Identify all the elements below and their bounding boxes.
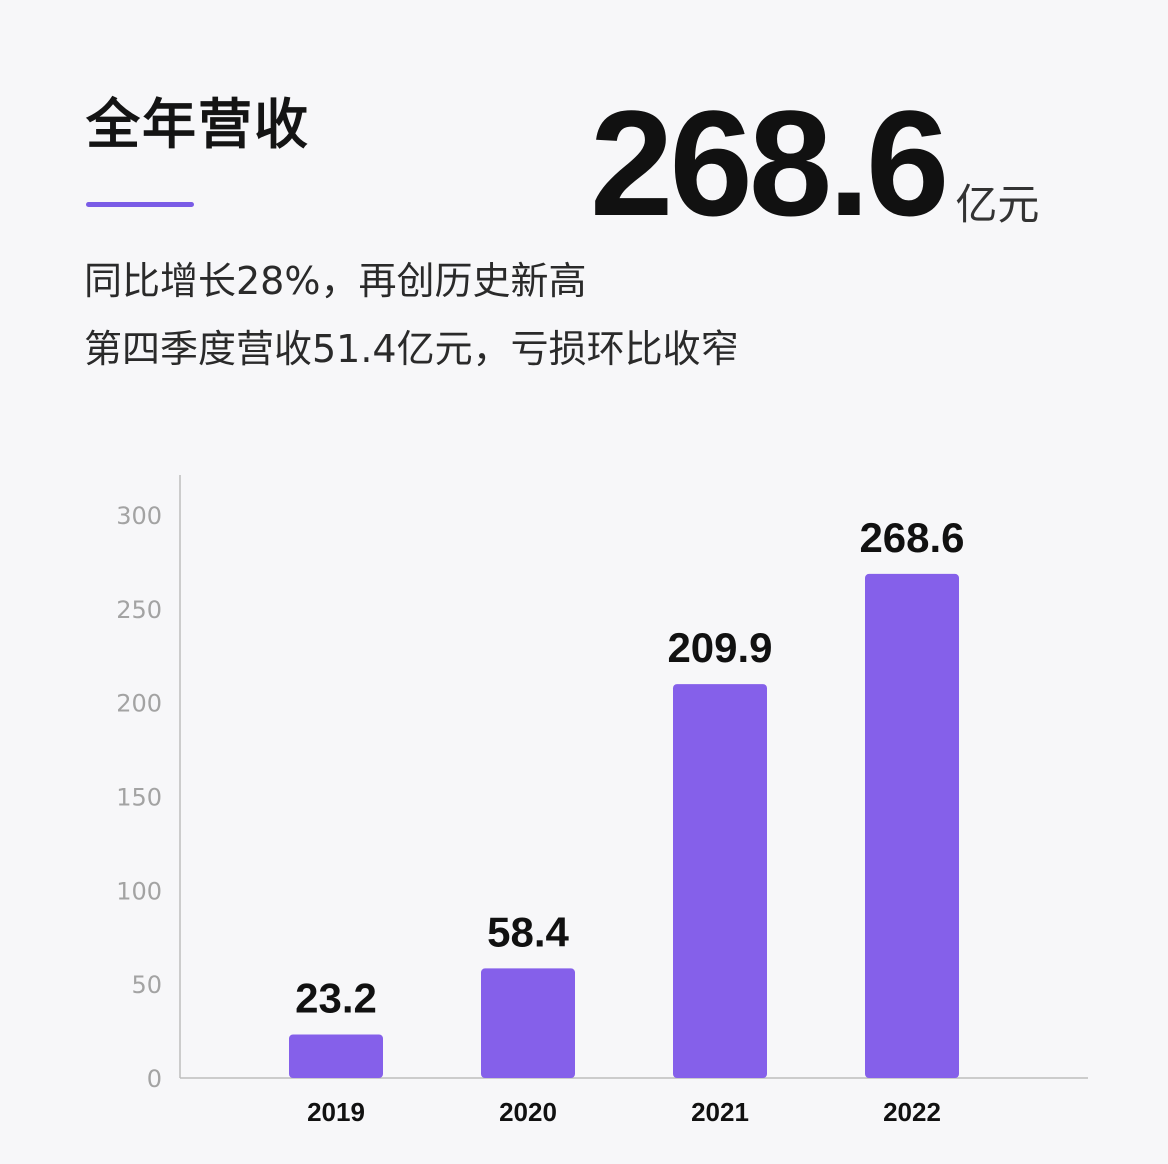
x-tick-label-2022: 2022 xyxy=(883,1097,941,1127)
y-tick-label: 50 xyxy=(131,971,162,999)
headline-figure: 268.6 亿元 xyxy=(590,88,1039,238)
page-title: 全年营收 xyxy=(86,93,310,156)
title-underline xyxy=(86,202,194,207)
x-tick-label-2021: 2021 xyxy=(691,1097,749,1127)
x-tick-label-2019: 2019 xyxy=(307,1097,365,1127)
y-tick-label: 300 xyxy=(116,502,162,530)
headline-unit: 亿元 xyxy=(955,180,1040,229)
y-tick-label: 200 xyxy=(116,690,162,718)
bar-2022 xyxy=(865,573,959,1078)
y-tick-label: 100 xyxy=(116,877,162,905)
value-label-2021: 209.9 xyxy=(667,624,772,671)
headline-value: 268.6 xyxy=(590,79,949,247)
bar-2019 xyxy=(289,1034,383,1078)
y-tick-label: 250 xyxy=(116,596,162,624)
value-label-2019: 23.2 xyxy=(295,974,377,1021)
bar-2021 xyxy=(673,684,767,1078)
subtitle-growth: 同比增长28%，再创历史新高 xyxy=(84,259,587,303)
bar-2020 xyxy=(481,968,575,1078)
value-label-2020: 58.4 xyxy=(487,908,569,955)
y-tick-label: 150 xyxy=(116,784,162,812)
x-tick-label-2020: 2020 xyxy=(499,1097,557,1127)
value-label-2022: 268.6 xyxy=(859,514,964,561)
subtitle-q4: 第四季度营收51.4亿元，亏损环比收窄 xyxy=(84,327,739,371)
y-tick-label: 0 xyxy=(147,1065,162,1093)
